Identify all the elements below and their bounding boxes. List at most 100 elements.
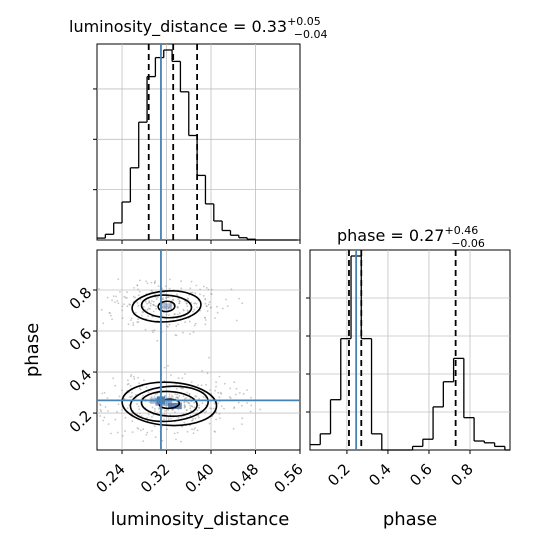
x-tick-label: 0.4 [365, 460, 395, 490]
sample-point [215, 418, 218, 421]
sample-point [171, 408, 174, 411]
sample-point [99, 403, 101, 406]
sample-point [145, 386, 148, 389]
sample-point [180, 280, 183, 282]
sample-point [183, 397, 186, 400]
sample-point [177, 417, 180, 419]
sample-point [126, 305, 129, 308]
sample-point [201, 370, 204, 372]
x-tick-label: 0.6 [406, 460, 436, 490]
sample-point [176, 306, 179, 309]
sample-point [175, 387, 178, 390]
sample-point [168, 395, 171, 398]
sample-point [136, 284, 139, 287]
sample-point [205, 383, 208, 386]
x-axis-label: luminosity_distance [111, 509, 290, 530]
sample-point [192, 331, 195, 333]
sample-point [170, 374, 172, 377]
sample-point [190, 280, 193, 283]
sample-point [238, 297, 241, 300]
sample-point [129, 384, 132, 387]
sample-point [98, 288, 100, 290]
sample-point [154, 280, 157, 282]
sample-point [221, 307, 224, 310]
sample-point [205, 287, 208, 289]
sample-point [213, 402, 216, 405]
sample-point [180, 386, 182, 389]
sample-point [129, 396, 131, 398]
sample-point [126, 383, 129, 386]
sample-point [186, 305, 189, 307]
sample-point [117, 278, 120, 280]
sample-point [145, 280, 148, 283]
sample-point [129, 304, 132, 306]
sample-point [175, 293, 178, 296]
sample-point [153, 395, 156, 398]
sample-point [119, 291, 121, 293]
x-tick-label: 0.40 [181, 460, 217, 496]
sample-point [138, 408, 141, 411]
sample-point [132, 322, 135, 324]
sample-point [151, 416, 153, 418]
sample-point [153, 304, 156, 307]
sample-point [198, 404, 200, 407]
sample-point [139, 388, 142, 391]
luminosity-distance-title: luminosity_distance = 0.33+0.05 −0.04 [69, 15, 328, 41]
sample-point [189, 404, 192, 407]
sample-point [168, 323, 171, 326]
quantile-lines [147, 44, 199, 240]
sample-point [156, 296, 159, 299]
sample-point [137, 405, 140, 408]
sample-point [189, 407, 192, 410]
sample-point [133, 287, 136, 289]
truth-crosshair [97, 250, 300, 450]
sample-point [130, 317, 133, 320]
sample-point [196, 306, 199, 309]
sample-point [240, 404, 243, 407]
sample-point [163, 413, 166, 416]
sample-point [172, 298, 175, 301]
phase-vs-luminosity-distance-panel: 0.24 0.32 0.40 0.48 0.56 0.2 0.4 0.6 0.8 lumino… [22, 249, 307, 530]
sample-point [182, 308, 185, 311]
sample-point [131, 420, 134, 423]
sample-point [233, 406, 236, 409]
title-value: 0.27 [409, 226, 445, 245]
contour-level [140, 390, 198, 418]
sample-point [196, 429, 199, 432]
sample-point [208, 422, 211, 425]
sample-point [173, 432, 176, 435]
sample-point [233, 381, 236, 384]
sample-point [207, 288, 210, 291]
x-tick-label: 0.32 [137, 460, 173, 496]
sample-point [101, 392, 104, 395]
sample-point [178, 302, 181, 305]
sample-point [135, 311, 137, 314]
sample-point [154, 393, 157, 396]
sample-point [210, 293, 213, 295]
sample-point [152, 413, 155, 416]
sample-point [149, 302, 152, 305]
sample-point [157, 285, 160, 288]
sample-point [178, 300, 181, 303]
panel-frame [309, 249, 511, 451]
sample-point [161, 439, 164, 442]
sample-point [204, 323, 207, 326]
sample-point [116, 300, 119, 302]
sample-point [209, 389, 211, 391]
sample-point [206, 372, 209, 375]
sample-point [136, 301, 139, 304]
sample-point [114, 418, 117, 421]
sample-point [117, 302, 120, 305]
sample-point [202, 295, 205, 297]
sample-point [104, 406, 107, 408]
sample-point [250, 396, 252, 399]
sample-point [183, 401, 186, 404]
sample-point [152, 300, 155, 303]
y-tick-label: 0.8 [66, 284, 96, 314]
sample-point [186, 298, 189, 300]
sample-point [183, 404, 186, 407]
sample-point [215, 385, 217, 388]
sample-point [155, 298, 158, 301]
sample-point [137, 304, 140, 307]
sample-point [146, 431, 149, 434]
